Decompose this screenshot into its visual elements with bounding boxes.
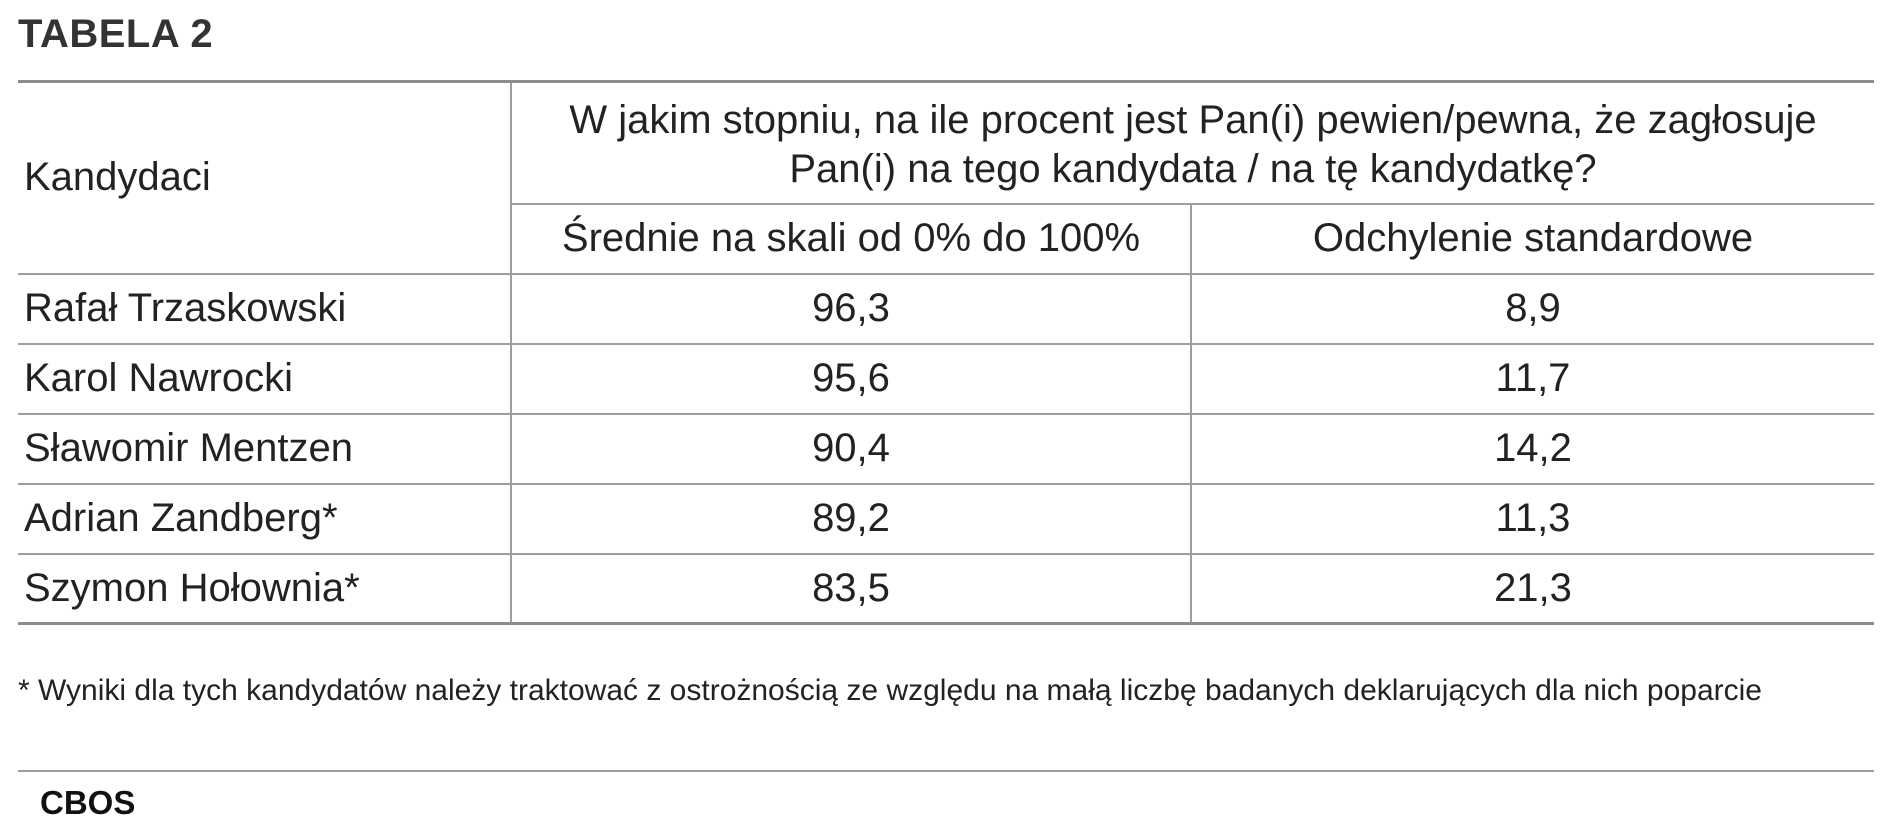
header-mean: Średnie na skali od 0% do 100% — [510, 203, 1191, 275]
table-row: Adrian Zandberg* 89,2 11,3 — [18, 483, 1874, 555]
mean-value: 96,3 — [510, 273, 1191, 345]
results-table: Kandydaci W jakim stopniu, na ile procen… — [18, 80, 1874, 625]
header-row: Kandydaci W jakim stopniu, na ile procen… — [18, 80, 1874, 275]
table-title: TABELA 2 — [18, 12, 214, 56]
subheader-row: Średnie na skali od 0% do 100% Odchyleni… — [18, 203, 1874, 275]
candidate-name: Szymon Hołownia* — [18, 553, 511, 625]
candidate-name: Adrian Zandberg* — [18, 483, 511, 555]
candidate-name: Karol Nawrocki — [18, 343, 511, 415]
sd-value: 21,3 — [1190, 553, 1874, 625]
sd-value: 14,2 — [1190, 413, 1874, 485]
header-sd: Odchylenie standardowe — [1190, 203, 1874, 275]
candidate-name: Sławomir Mentzen — [18, 413, 511, 485]
candidate-name: Rafał Trzaskowski — [18, 273, 511, 345]
table-row: Sławomir Mentzen 90,4 14,2 — [18, 413, 1874, 485]
table-row: Rafał Trzaskowski 96,3 8,9 — [18, 273, 1874, 345]
mean-value: 90,4 — [510, 413, 1191, 485]
mean-value: 89,2 — [510, 483, 1191, 555]
sd-value: 8,9 — [1190, 273, 1874, 345]
sd-value: 11,7 — [1190, 343, 1874, 415]
table-row: Szymon Hołownia* 83,5 21,3 — [18, 553, 1874, 625]
footnote: * Wyniki dla tych kandydatów należy trak… — [18, 674, 1762, 707]
divider — [18, 770, 1874, 772]
sd-value: 11,3 — [1190, 483, 1874, 555]
source-label: CBOS — [40, 784, 136, 821]
header-question: W jakim stopniu, na ile procent jest Pan… — [510, 80, 1874, 205]
mean-value: 83,5 — [510, 553, 1191, 625]
mean-value: 95,6 — [510, 343, 1191, 415]
table-row: Karol Nawrocki 95,6 11,7 — [18, 343, 1874, 415]
header-candidates: Kandydaci — [18, 80, 511, 275]
